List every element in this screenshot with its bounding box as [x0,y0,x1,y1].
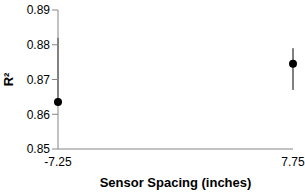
svg-text:0.87: 0.87 [27,73,51,87]
svg-text:0.85: 0.85 [27,142,51,156]
svg-text:0.86: 0.86 [27,108,51,122]
svg-text:0.88: 0.88 [27,38,51,52]
svg-text:0.89: 0.89 [27,3,51,17]
svg-text:Sensor Spacing (inches): Sensor Spacing (inches) [100,175,252,190]
svg-text:-7.25: -7.25 [44,155,72,169]
svg-text:7.75: 7.75 [281,155,297,169]
svg-text:R²: R² [8,72,16,86]
